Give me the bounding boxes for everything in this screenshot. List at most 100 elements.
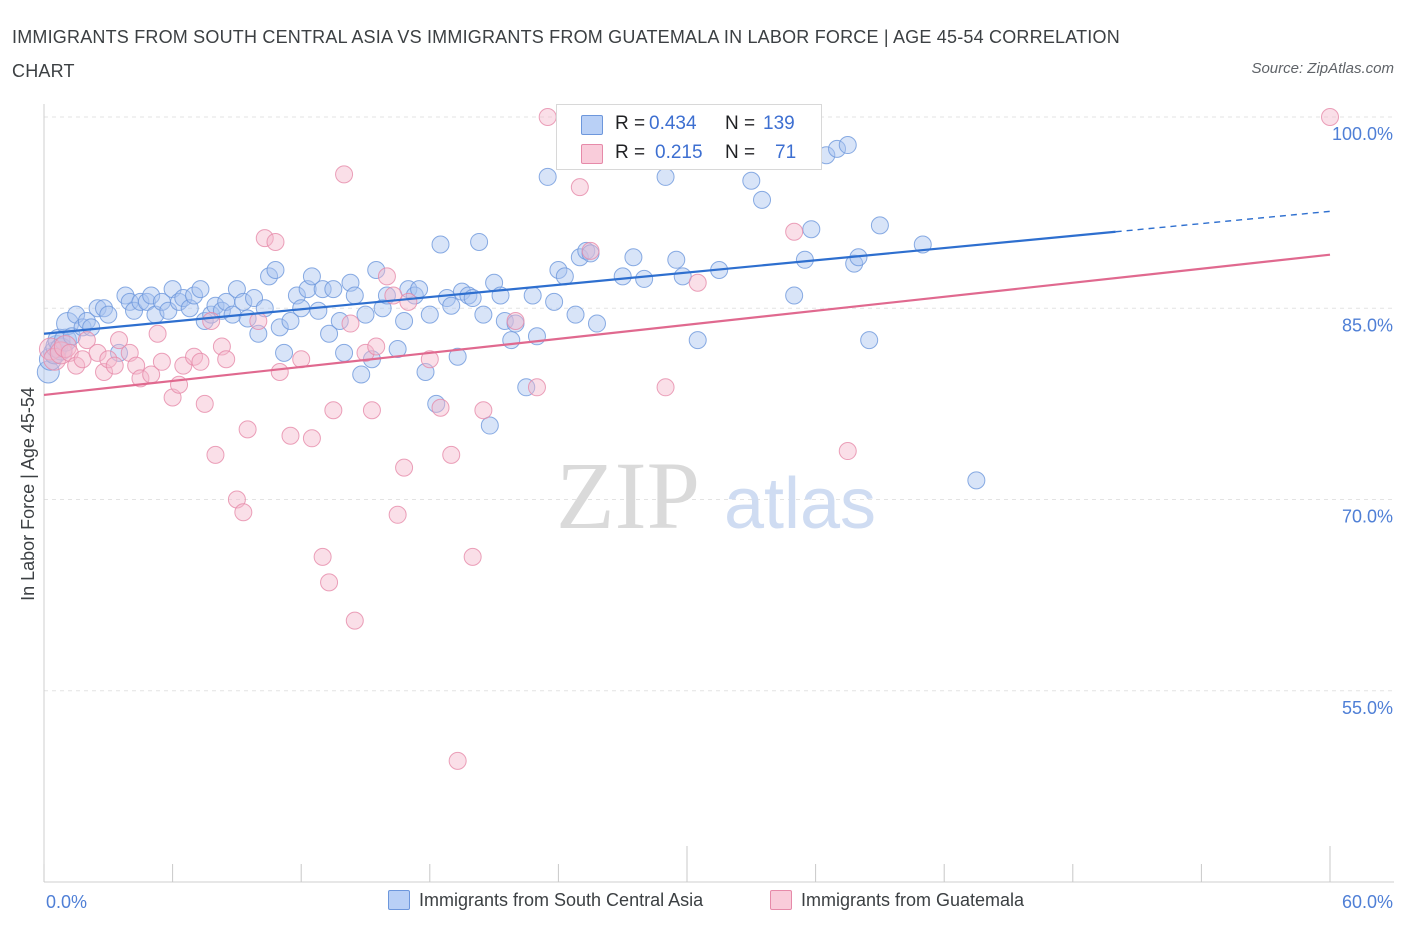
data-point (67, 356, 86, 375)
data-point (281, 312, 300, 330)
data-point (555, 267, 574, 286)
r-label: R = (615, 113, 646, 134)
data-point (202, 312, 221, 330)
stats-legend: R = 0.434 N = 139 R = 0.215 N = 71 (556, 104, 822, 170)
data-point (420, 350, 439, 369)
data-point (838, 136, 857, 155)
data-point (234, 503, 253, 522)
data-point (260, 267, 279, 286)
data-point (742, 171, 761, 190)
data-point (356, 343, 375, 362)
data-point (395, 458, 414, 477)
data-point (352, 365, 371, 384)
data-point (324, 401, 343, 420)
data-point (399, 292, 418, 311)
data-point (506, 312, 525, 330)
blue-swatch (581, 115, 603, 135)
data-point (131, 292, 150, 311)
data-point (330, 312, 349, 330)
data-point (249, 324, 268, 343)
data-point (217, 350, 236, 369)
data-point (470, 232, 489, 251)
y-axis-label: In Labor Force | Age 45-54 (18, 387, 38, 601)
data-point (266, 261, 285, 279)
data-point (549, 261, 568, 279)
data-point (388, 340, 407, 359)
data-point (785, 286, 804, 305)
data-point (148, 324, 167, 343)
watermark-zip: ZIP (556, 442, 700, 549)
data-point (566, 305, 585, 324)
data-point (538, 108, 557, 126)
trend-lines (43, 210, 1331, 397)
data-point (967, 471, 986, 490)
data-point (191, 352, 210, 371)
data-point (249, 312, 268, 330)
legend-swatch-pink (770, 890, 792, 910)
data-point (388, 505, 407, 524)
data-point (802, 220, 821, 239)
data-point (77, 331, 96, 350)
data-point (545, 292, 564, 311)
data-point (324, 280, 343, 299)
legend-label: Immigrants from South Central Asia (419, 890, 704, 910)
pink-swatch (581, 144, 603, 164)
r-value: 0.215 (655, 142, 703, 163)
data-point (570, 248, 589, 267)
data-point (234, 292, 253, 311)
data-point (313, 280, 332, 299)
data-point (88, 299, 107, 318)
data-point (538, 167, 557, 186)
data-point (302, 429, 321, 448)
data-point (281, 426, 300, 445)
data-point (527, 378, 546, 397)
data-point (320, 324, 339, 343)
data-point (442, 445, 461, 464)
data-point (335, 343, 354, 362)
n-value: 71 (775, 142, 797, 163)
points-guatemala (38, 108, 1339, 770)
trend-line-guatemala (43, 253, 1331, 397)
data-point (142, 286, 161, 305)
data-point (362, 401, 381, 420)
data-point (463, 547, 482, 566)
data-point (785, 222, 804, 241)
data-point (341, 314, 360, 333)
data-point (624, 248, 643, 267)
source-label: Source: ZipAtlas.com (1251, 60, 1394, 77)
data-point (502, 331, 521, 350)
data-point (395, 312, 414, 330)
data-point (667, 250, 686, 269)
data-points (36, 108, 1339, 770)
y-tick-label: 55.0% (1342, 698, 1393, 718)
data-point (480, 416, 499, 435)
data-point (309, 301, 328, 320)
data-point (367, 337, 386, 356)
trend-line-south-central-asia (43, 230, 1116, 335)
data-point (320, 573, 339, 592)
legend-swatch-blue (388, 890, 410, 910)
data-point (523, 286, 542, 305)
data-point (431, 235, 450, 254)
data-point (420, 305, 439, 324)
data-point (581, 241, 600, 260)
data-point (105, 356, 124, 375)
data-point (131, 369, 150, 388)
data-point (377, 267, 396, 286)
data-point (275, 343, 294, 362)
data-point (88, 343, 107, 362)
n-value: 139 (763, 113, 795, 134)
data-point (206, 445, 225, 464)
data-point (125, 301, 144, 320)
data-point (174, 289, 193, 308)
data-point (99, 350, 118, 369)
data-point (356, 305, 375, 324)
data-point (753, 190, 772, 209)
watermark-atlas: atlas (724, 464, 876, 544)
data-point (185, 286, 204, 305)
n-label: N = (725, 113, 756, 134)
data-point (270, 363, 289, 381)
data-point (828, 139, 847, 158)
grid-lines (44, 116, 1394, 692)
trend-line-dashed-extension (1115, 210, 1331, 233)
